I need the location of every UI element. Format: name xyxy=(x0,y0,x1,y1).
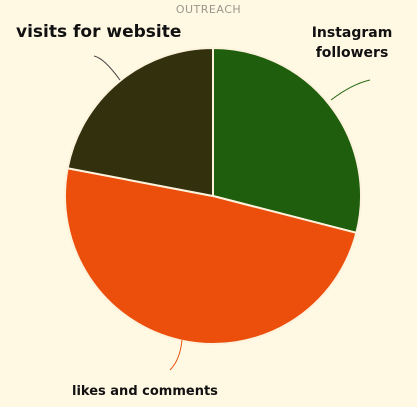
slice-label-visits: visits for website xyxy=(16,22,182,42)
slice-visits xyxy=(66,46,214,198)
slice-label-likes: likes and comments xyxy=(72,384,218,399)
slice-likes xyxy=(64,167,358,345)
chart-title: OUTREACH xyxy=(175,3,242,16)
leader-line-likes xyxy=(169,339,183,371)
slice-label-instagram: Instagram followers xyxy=(311,25,393,61)
leader-line-visits xyxy=(93,55,121,81)
leader-line-instagram xyxy=(330,79,371,101)
slice-instagram xyxy=(212,46,362,235)
